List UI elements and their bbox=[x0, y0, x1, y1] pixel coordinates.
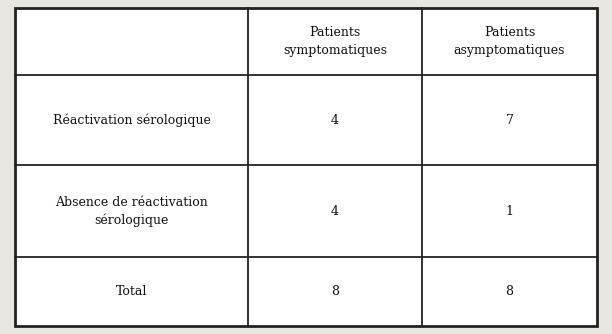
Text: Patients
symptomatiques: Patients symptomatiques bbox=[283, 26, 387, 57]
Text: 4: 4 bbox=[331, 205, 339, 218]
Text: 8: 8 bbox=[331, 285, 339, 298]
Text: Total: Total bbox=[116, 285, 147, 298]
Text: 4: 4 bbox=[331, 114, 339, 127]
Text: 7: 7 bbox=[506, 114, 513, 127]
Text: 8: 8 bbox=[506, 285, 513, 298]
Text: 1: 1 bbox=[506, 205, 513, 218]
Text: Absence de réactivation
sérologique: Absence de réactivation sérologique bbox=[55, 196, 208, 227]
Text: Patients
asymptomatiques: Patients asymptomatiques bbox=[453, 26, 565, 57]
Text: Réactivation sérologique: Réactivation sérologique bbox=[53, 113, 211, 127]
